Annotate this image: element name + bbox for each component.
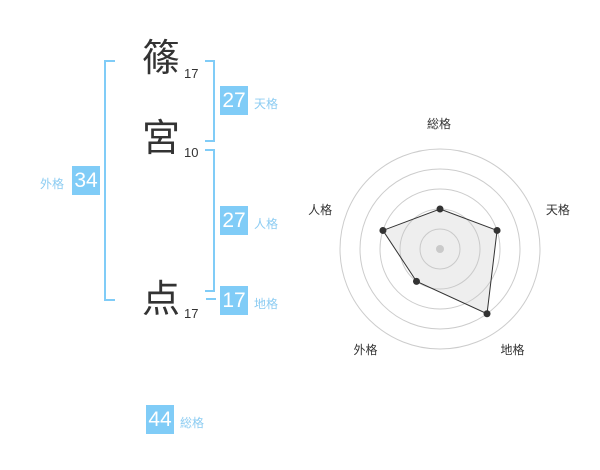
chikaku-value: 17 (220, 286, 248, 315)
radar-point (493, 226, 501, 234)
name-char-1: 篠 (142, 36, 181, 80)
radar-ring (379, 188, 501, 310)
radar-point (412, 277, 420, 285)
chikaku-connector (206, 298, 216, 300)
jinkaku-bracket (205, 149, 215, 292)
gaikaku-value: 34 (72, 166, 100, 195)
radar-ring (359, 168, 521, 330)
radar-ring (419, 228, 461, 270)
name-char-2: 宮 (142, 116, 181, 160)
radar-axis-label: 天格 (545, 203, 570, 218)
gaikaku-bracket (104, 60, 115, 301)
gaikaku-label: 外格 (40, 177, 65, 191)
radar-point (379, 226, 387, 234)
radar-axis-label: 外格 (353, 343, 378, 358)
name-char-3: 点 (142, 277, 181, 321)
radar-point (436, 205, 444, 213)
radar-polygon (382, 208, 498, 315)
tenkaku-value: 27 (220, 86, 248, 115)
jinkaku-label: 人格 (254, 217, 279, 231)
radar-axis-label: 総格 (427, 117, 452, 131)
soukaku-value: 44 (146, 405, 174, 434)
tenkaku-label: 天格 (254, 97, 279, 111)
chikaku-label: 地格 (254, 297, 279, 311)
soukaku-label: 総格 (180, 416, 205, 430)
tenkaku-bracket (205, 60, 215, 142)
radar-axis-label: 人格 (308, 203, 333, 218)
radar-center (436, 245, 444, 253)
stroke-count-3: 17 (184, 306, 199, 321)
radar-point (483, 310, 491, 318)
stroke-count-2: 10 (184, 145, 199, 160)
stroke-count-1: 17 (184, 66, 199, 81)
radar-axis-label: 地格 (500, 343, 525, 358)
radar-ring (339, 148, 541, 350)
jinkaku-value: 27 (220, 206, 248, 235)
